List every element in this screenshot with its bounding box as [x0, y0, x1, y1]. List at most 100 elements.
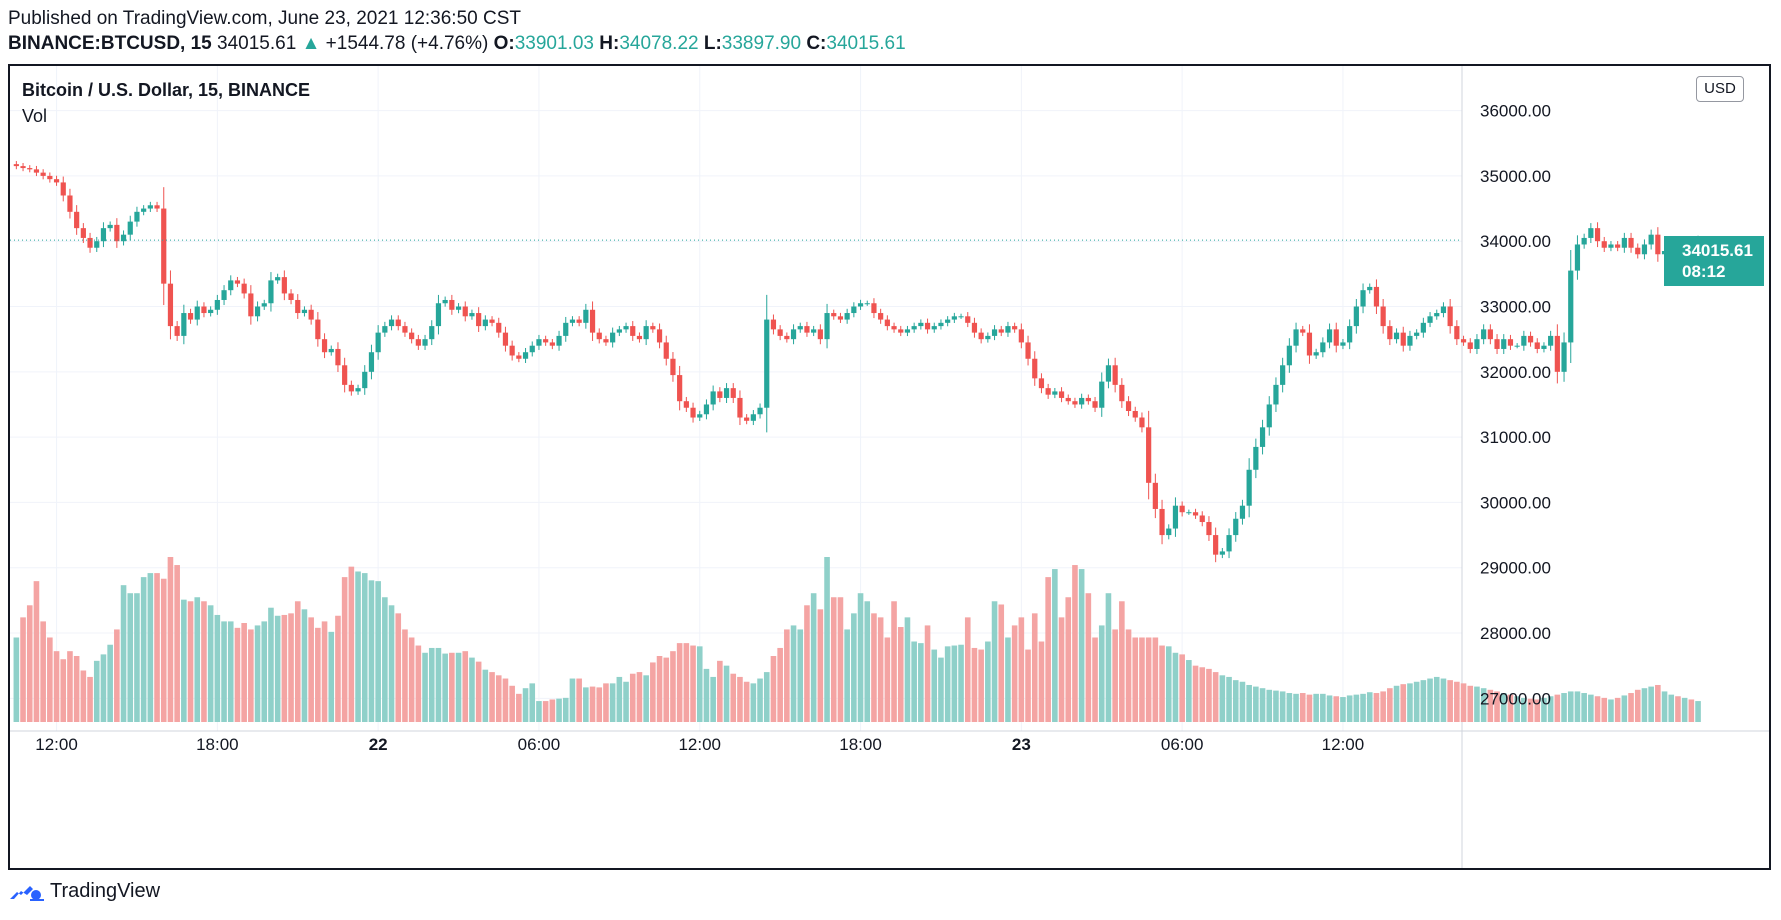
brand[interactable]: TradingView: [10, 880, 160, 903]
candle-body: [1481, 329, 1487, 340]
candle-body: [476, 313, 482, 327]
volume-bar: [1005, 637, 1011, 722]
quote-line: BINANCE:BTCUSD, 15 34015.61 ▲ +1544.78 (…: [8, 33, 906, 55]
candle-body: [1574, 244, 1581, 271]
candle-body: [174, 326, 180, 336]
volume-bar: [777, 647, 783, 722]
volume-bar: [348, 566, 355, 722]
volume-bar: [1286, 693, 1293, 722]
candle-body: [1447, 306, 1453, 327]
volume-bar: [174, 565, 180, 722]
candle-body: [784, 335, 790, 340]
volume-bar: [1326, 695, 1333, 722]
volume-bar: [1387, 688, 1393, 722]
volume-bar: [549, 699, 556, 722]
volume-bar: [1695, 701, 1701, 722]
volume-bar: [1641, 688, 1648, 722]
candle-body: [1333, 329, 1339, 346]
volume-bar: [1634, 689, 1641, 722]
close-value: 34015.61: [826, 33, 906, 54]
candle-body: [342, 365, 348, 385]
candle-body: [677, 375, 683, 402]
volume-bar: [167, 557, 174, 722]
volume-bar: [904, 617, 911, 722]
candle-body: [47, 175, 53, 180]
candle-body: [556, 335, 562, 346]
candle-body: [1012, 326, 1018, 330]
volume-bar: [1554, 694, 1561, 722]
volume-bar: [804, 605, 810, 722]
volume-bar: [690, 645, 696, 722]
volume-bar: [1527, 698, 1534, 722]
candle-body: [67, 195, 73, 212]
volume-bar: [609, 683, 616, 722]
candle-body: [1179, 505, 1185, 513]
candle-body: [1065, 397, 1071, 402]
candle-body: [697, 414, 703, 418]
volume-bar: [214, 614, 221, 722]
volume-bar: [254, 625, 261, 722]
candle-body: [951, 316, 957, 320]
candle-body: [114, 224, 120, 242]
candle-body: [1072, 401, 1078, 405]
candle-body: [971, 322, 978, 333]
candle-body: [985, 335, 991, 340]
time-tick-label: 06:00: [1161, 735, 1204, 754]
candle-body: [1434, 313, 1440, 317]
volume-bar: [1467, 685, 1474, 722]
price-tick-label: 36000.00: [1480, 102, 1551, 121]
volume-bar: [160, 578, 167, 722]
volume-bar: [1112, 629, 1118, 722]
candle-body: [723, 388, 730, 398]
candle-body: [141, 208, 147, 212]
candle-body: [1186, 512, 1192, 514]
volume-bar: [415, 645, 422, 722]
candle-body: [811, 329, 817, 333]
candle-body: [1615, 244, 1621, 248]
volume-bar: [134, 593, 140, 722]
volume-bar: [918, 643, 924, 722]
volume-bar: [1601, 697, 1608, 722]
volume-bar: [442, 653, 448, 722]
candle-body: [1554, 335, 1560, 372]
volume-bar: [562, 697, 569, 722]
candle-body: [1467, 342, 1473, 349]
candle-body: [1005, 326, 1011, 333]
candle-body: [1387, 326, 1393, 340]
candle-body: [1407, 335, 1413, 346]
volume-bar: [308, 617, 314, 722]
candle-body: [1507, 339, 1514, 346]
price-tick-label: 27000.00: [1480, 689, 1551, 708]
candle-body: [1085, 397, 1091, 402]
volume-bar: [509, 685, 515, 722]
volume-bar: [1668, 694, 1675, 722]
candle-body: [1347, 326, 1353, 343]
volume-bar: [107, 644, 113, 722]
volume-bar: [542, 701, 549, 722]
last-price: 34015.61: [217, 33, 297, 54]
candle-body: [368, 352, 375, 372]
candle-body: [1414, 332, 1420, 336]
volume-bar: [891, 601, 897, 722]
candle-body: [1112, 365, 1118, 385]
candle-body: [94, 241, 100, 248]
volume-bar: [770, 656, 777, 722]
volume-bar: [194, 597, 201, 722]
candle-body: [80, 228, 86, 238]
candle-body: [569, 319, 576, 323]
candle-body: [120, 234, 127, 242]
candle-body: [1273, 384, 1279, 405]
volume-bar: [1179, 654, 1185, 722]
volume-bar: [315, 627, 321, 722]
volume-bar: [1105, 593, 1112, 722]
volume-bar: [1320, 693, 1326, 722]
volume-bar: [301, 609, 308, 722]
volume-bar: [489, 672, 495, 722]
candlestick-chart[interactable]: 27000.00 28000.00 29000.00 30000.00 31000.00…: [10, 66, 1769, 868]
candle-body: [462, 306, 468, 317]
candle-body: [1440, 306, 1447, 314]
volume-bar: [556, 698, 562, 722]
candle-body: [1058, 391, 1065, 398]
candle-body: [288, 293, 294, 300]
currency-badge[interactable]: USD: [1696, 76, 1744, 102]
